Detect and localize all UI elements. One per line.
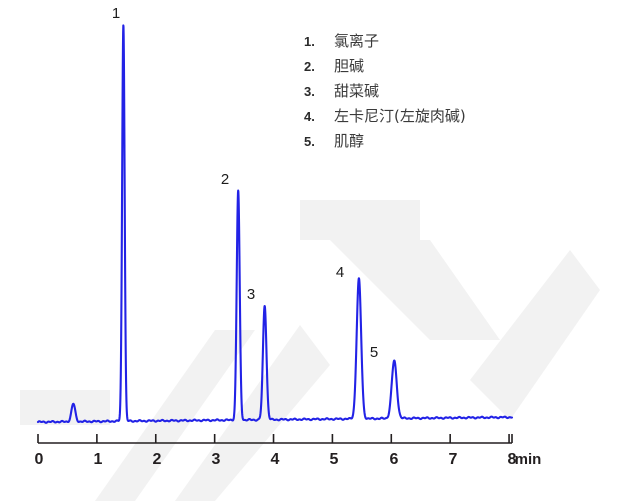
- legend-index-4: 4.: [304, 109, 315, 124]
- peak-label-3: 3: [246, 286, 256, 303]
- tick-label-6: 6: [389, 451, 399, 468]
- legend-name-5: 肌醇: [334, 132, 365, 150]
- legend-name-4: 左卡尼汀(左旋肉碱): [334, 107, 466, 125]
- peak-label-4: 4: [335, 264, 345, 281]
- legend-name-3: 甜菜碱: [334, 82, 380, 100]
- peak-label-5: 5: [369, 344, 379, 361]
- legend-item-1: 1. 氯离子: [304, 30, 466, 55]
- tick-label-3: 3: [211, 451, 221, 468]
- tick-label-2: 2: [152, 451, 162, 468]
- tick-label-7: 7: [448, 451, 458, 468]
- legend-name-2: 胆碱: [334, 57, 365, 75]
- peak-legend: 1. 氯离子 2. 胆碱 3. 甜菜碱 4. 左卡尼汀(左旋肉碱) 5. 肌醇: [304, 30, 466, 155]
- legend-item-5: 5. 肌醇: [304, 130, 466, 155]
- legend-index-2: 2.: [304, 59, 315, 74]
- legend-item-4: 4. 左卡尼汀(左旋肉碱): [304, 105, 466, 130]
- legend-item-3: 3. 甜菜碱: [304, 80, 466, 105]
- legend-index-1: 1.: [304, 34, 315, 49]
- legend-index-3: 3.: [304, 84, 315, 99]
- peak-label-1: 1: [111, 5, 121, 22]
- x-axis-ticks: [37, 434, 513, 443]
- tick-label-8: 8: [507, 451, 517, 468]
- x-axis-unit-label: min: [514, 451, 542, 468]
- tick-label-1: 1: [93, 451, 103, 468]
- tick-label-5: 5: [329, 451, 339, 468]
- legend-index-5: 5.: [304, 134, 315, 149]
- legend-item-2: 2. 胆碱: [304, 55, 466, 80]
- tick-label-4: 4: [270, 451, 280, 468]
- tick-label-0: 0: [34, 451, 44, 468]
- legend-name-1: 氯离子: [334, 32, 380, 50]
- peak-label-2: 2: [220, 171, 230, 188]
